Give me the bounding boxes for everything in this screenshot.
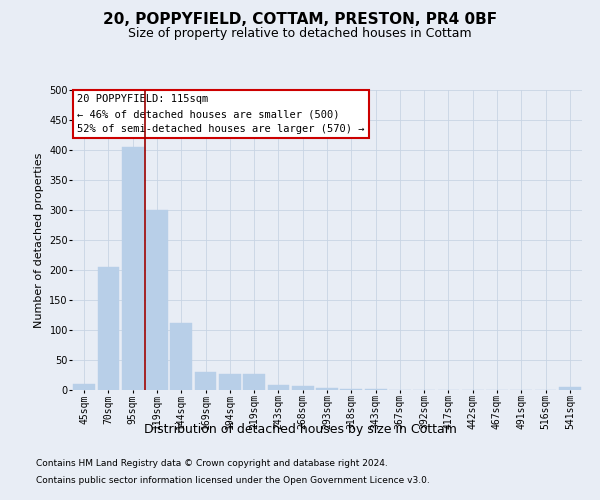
Bar	[559, 387, 581, 390]
Bar	[122, 147, 143, 390]
Bar	[146, 210, 168, 390]
Bar	[292, 386, 314, 390]
Text: 20 POPPYFIELD: 115sqm
← 46% of detached houses are smaller (500)
52% of semi-det: 20 POPPYFIELD: 115sqm ← 46% of detached …	[77, 94, 365, 134]
Bar	[97, 267, 119, 390]
Text: 20, POPPYFIELD, COTTAM, PRESTON, PR4 0BF: 20, POPPYFIELD, COTTAM, PRESTON, PR4 0BF	[103, 12, 497, 28]
Bar	[194, 372, 217, 390]
Y-axis label: Number of detached properties: Number of detached properties	[34, 152, 44, 328]
Bar	[268, 385, 289, 390]
Text: Contains HM Land Registry data © Crown copyright and database right 2024.: Contains HM Land Registry data © Crown c…	[36, 458, 388, 468]
Bar	[170, 323, 192, 390]
Bar	[243, 374, 265, 390]
Text: Distribution of detached houses by size in Cottam: Distribution of detached houses by size …	[143, 422, 457, 436]
Bar	[73, 384, 95, 390]
Text: Contains public sector information licensed under the Open Government Licence v3: Contains public sector information licen…	[36, 476, 430, 485]
Bar	[219, 374, 241, 390]
Bar	[316, 388, 338, 390]
Text: Size of property relative to detached houses in Cottam: Size of property relative to detached ho…	[128, 28, 472, 40]
